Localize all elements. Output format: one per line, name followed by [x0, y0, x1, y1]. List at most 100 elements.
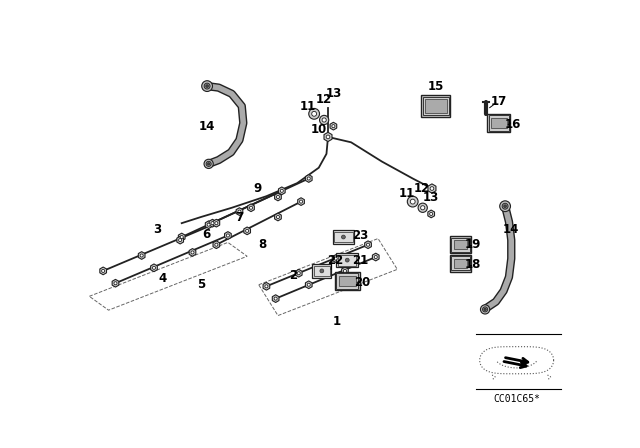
- Circle shape: [215, 243, 218, 246]
- Circle shape: [179, 238, 182, 241]
- Bar: [492, 118, 507, 129]
- Polygon shape: [428, 184, 436, 193]
- Circle shape: [206, 85, 209, 87]
- Circle shape: [374, 255, 378, 258]
- Circle shape: [367, 243, 369, 246]
- Text: 1: 1: [333, 315, 341, 328]
- Text: 23: 23: [352, 229, 369, 242]
- Polygon shape: [330, 122, 337, 130]
- Polygon shape: [296, 269, 302, 277]
- Circle shape: [320, 269, 324, 273]
- Bar: [454, 258, 467, 268]
- Polygon shape: [428, 210, 435, 218]
- Bar: [312, 264, 332, 278]
- Bar: [422, 97, 449, 116]
- Circle shape: [274, 297, 277, 300]
- Circle shape: [334, 257, 337, 260]
- Polygon shape: [189, 249, 196, 256]
- Text: 21: 21: [352, 254, 369, 267]
- Circle shape: [484, 308, 486, 310]
- Circle shape: [300, 200, 303, 203]
- Circle shape: [342, 235, 346, 239]
- Circle shape: [500, 201, 511, 211]
- Bar: [451, 238, 470, 252]
- Polygon shape: [205, 221, 212, 228]
- Circle shape: [207, 163, 210, 165]
- Text: 17: 17: [491, 95, 507, 108]
- Polygon shape: [150, 264, 157, 271]
- Circle shape: [346, 258, 349, 262]
- Circle shape: [502, 203, 508, 209]
- Circle shape: [102, 269, 105, 272]
- Circle shape: [332, 125, 335, 128]
- Circle shape: [215, 222, 218, 225]
- Text: 2: 2: [289, 269, 298, 282]
- Polygon shape: [342, 267, 348, 275]
- Polygon shape: [209, 220, 216, 227]
- Polygon shape: [332, 255, 339, 263]
- Bar: [450, 236, 471, 253]
- Polygon shape: [275, 213, 282, 221]
- Polygon shape: [213, 241, 220, 249]
- Text: 9: 9: [253, 182, 261, 195]
- Polygon shape: [275, 193, 282, 201]
- Circle shape: [265, 285, 268, 288]
- Circle shape: [297, 271, 300, 275]
- Circle shape: [211, 222, 214, 225]
- Text: 7: 7: [236, 211, 243, 224]
- Circle shape: [504, 205, 506, 207]
- Polygon shape: [244, 227, 250, 235]
- Text: 22: 22: [328, 254, 344, 267]
- Bar: [314, 266, 330, 276]
- Circle shape: [276, 195, 280, 198]
- Text: 12: 12: [414, 182, 430, 195]
- Polygon shape: [278, 187, 285, 195]
- Circle shape: [206, 161, 211, 166]
- Bar: [421, 95, 451, 117]
- Polygon shape: [138, 252, 145, 259]
- Bar: [450, 255, 471, 271]
- Polygon shape: [372, 253, 379, 261]
- Circle shape: [207, 223, 210, 226]
- Text: 15: 15: [428, 80, 444, 93]
- Circle shape: [430, 187, 434, 190]
- Polygon shape: [263, 282, 269, 290]
- Text: 19: 19: [465, 238, 481, 251]
- Circle shape: [429, 212, 433, 215]
- Text: 13: 13: [423, 191, 439, 204]
- Bar: [337, 253, 358, 267]
- Circle shape: [481, 305, 490, 314]
- Circle shape: [407, 196, 418, 207]
- Bar: [333, 230, 354, 244]
- Text: 8: 8: [259, 238, 267, 251]
- Polygon shape: [179, 233, 185, 241]
- Circle shape: [152, 266, 156, 269]
- Text: 4: 4: [158, 272, 166, 285]
- Text: 18: 18: [465, 258, 481, 271]
- Circle shape: [420, 206, 425, 210]
- Text: 3: 3: [153, 223, 161, 236]
- Circle shape: [180, 236, 183, 238]
- Circle shape: [307, 177, 310, 180]
- Circle shape: [202, 81, 212, 91]
- Circle shape: [418, 203, 428, 212]
- Bar: [337, 273, 358, 289]
- Polygon shape: [305, 281, 312, 289]
- Text: 16: 16: [504, 118, 521, 131]
- Circle shape: [410, 199, 415, 204]
- Text: 14: 14: [503, 223, 520, 236]
- Circle shape: [312, 112, 317, 116]
- Circle shape: [483, 307, 488, 312]
- Circle shape: [307, 283, 310, 286]
- Polygon shape: [213, 220, 220, 227]
- Bar: [488, 114, 511, 132]
- Polygon shape: [100, 267, 106, 275]
- Polygon shape: [305, 175, 312, 182]
- Polygon shape: [365, 241, 371, 249]
- Polygon shape: [324, 132, 332, 142]
- Bar: [451, 256, 470, 270]
- Bar: [454, 240, 467, 250]
- Circle shape: [319, 116, 329, 125]
- Circle shape: [191, 251, 194, 254]
- Circle shape: [344, 269, 346, 272]
